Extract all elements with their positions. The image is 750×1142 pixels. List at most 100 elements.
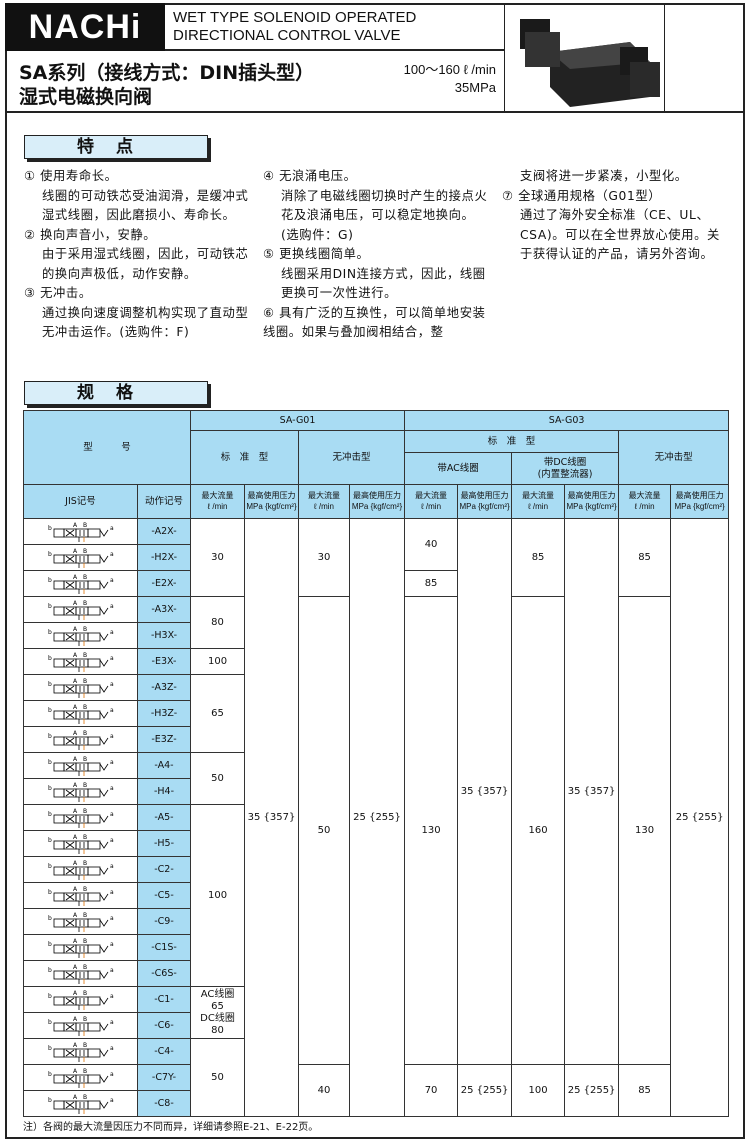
specs-heading: 规格 bbox=[24, 381, 208, 405]
table-row: b a A B -H3X- bbox=[23, 622, 729, 649]
table-row: b a A B -A2X- 30 35 {357} 30 25 {255} 40 35 {357} 8… bbox=[23, 518, 730, 1117]
max-flow-value: 40 bbox=[298, 1064, 351, 1117]
action-code: -C7Y- bbox=[136, 1064, 192, 1091]
svg-text:A: A bbox=[73, 886, 78, 893]
g03-header: SA-G03 bbox=[404, 410, 730, 431]
max-flow-value: 85 bbox=[404, 570, 459, 597]
title-en-line2: DIRECTIONAL CONTROL VALVE bbox=[173, 27, 401, 44]
jis-symbol-graphic: b a A B bbox=[48, 522, 114, 542]
svg-text:B: B bbox=[83, 912, 87, 919]
feature-5-head: ⑤ 更换线圈简单。 bbox=[263, 247, 370, 261]
max-flow-value: 130 bbox=[618, 596, 672, 1065]
g01-shockless-header: 无冲击型 bbox=[298, 430, 406, 485]
feature-6-head: ⑥ 具有广泛的互换性，可以简单地安装线圈。如果与叠加阀相结合，整 bbox=[263, 305, 486, 340]
series-title: SA系列（接线方式：DIN插头型） bbox=[19, 62, 315, 84]
max-flow-header: 最大流量 ℓ /min bbox=[190, 484, 246, 519]
svg-text:a: a bbox=[110, 889, 114, 896]
table-row: b a A B -E2X- 85 bbox=[23, 570, 729, 597]
action-code: -A3Z- bbox=[136, 674, 192, 701]
jis-symbol-graphic: b a A B bbox=[48, 600, 114, 620]
svg-text:a: a bbox=[110, 941, 114, 948]
max-flow-value: 85 bbox=[618, 518, 672, 597]
svg-text:a: a bbox=[110, 1019, 114, 1026]
features-col-1: ① 使用寿命长。 线圈的可动铁芯受油润滑，是缓冲式湿式线圈，因此磨损小、寿命长。 … bbox=[24, 167, 252, 343]
svg-text:b: b bbox=[48, 707, 52, 714]
feature-4-body: 消除了电磁线圈切换时产生的接点火花及浪涌电压，可以稳定地换向。(选购件：G) bbox=[281, 188, 488, 242]
action-code: -C5- bbox=[136, 882, 192, 909]
table-row: b a A B -C4- 50 bbox=[23, 1038, 729, 1117]
svg-text:a: a bbox=[110, 863, 114, 870]
jis-symbol-graphic: b a A B bbox=[48, 834, 114, 854]
max-flow-header: 最大流量 ℓ /min bbox=[618, 484, 672, 519]
table-row: b a A B -H2X- bbox=[23, 544, 729, 571]
svg-text:A: A bbox=[73, 964, 78, 971]
jis-symbol-graphic: b a A B bbox=[48, 626, 114, 646]
jis-symbol-graphic: b a A B bbox=[48, 1094, 114, 1114]
svg-text:b: b bbox=[48, 759, 52, 766]
svg-text:a: a bbox=[110, 525, 114, 532]
svg-text:a: a bbox=[110, 655, 114, 662]
svg-text:a: a bbox=[110, 1071, 114, 1078]
rating: 100～160 ℓ /min 35MPa bbox=[404, 61, 496, 97]
action-code: -H3Z- bbox=[136, 700, 192, 727]
feature-3-body: 通过换向速度调整机构实现了直动型无冲击运作。(选购件：F) bbox=[42, 305, 249, 340]
feature-7-body: 通过了海外安全标准（CE、UL、CSA)。可以在全世界放心使用。关于获得认证的产… bbox=[520, 208, 720, 261]
svg-text:A: A bbox=[73, 704, 78, 711]
table-row: b a A B -C1S- bbox=[23, 934, 729, 961]
max-pressure-value: 35 {357} bbox=[244, 518, 300, 1117]
svg-text:b: b bbox=[48, 1019, 52, 1026]
feature-3-head: ③ 无冲击。 bbox=[24, 286, 92, 300]
svg-text:b: b bbox=[48, 863, 52, 870]
max-flow-value: AC线圈 65 DC线圈 80 bbox=[190, 986, 246, 1039]
svg-text:a: a bbox=[110, 811, 114, 818]
svg-text:a: a bbox=[110, 629, 114, 636]
svg-text:b: b bbox=[48, 1097, 52, 1104]
max-flow-value: 100 bbox=[190, 804, 246, 987]
table-row: b a A B -H5- bbox=[23, 830, 729, 857]
svg-text:B: B bbox=[83, 808, 87, 815]
feature-2-body: 由于采用湿式线圈，因此，可动铁芯的换向声极低，动作安静。 bbox=[42, 247, 249, 281]
svg-text:B: B bbox=[83, 574, 87, 581]
jis-symbol-graphic: b a A B bbox=[48, 808, 114, 828]
max-flow-value: 80 bbox=[190, 596, 246, 649]
svg-text:A: A bbox=[73, 1094, 78, 1101]
max-flow-value: 65 bbox=[190, 674, 246, 753]
action-code: -C8- bbox=[136, 1090, 192, 1117]
dc-coil-header: 带DC线圈 (内置整流器) bbox=[511, 452, 620, 485]
svg-text:B: B bbox=[83, 704, 87, 711]
svg-text:a: a bbox=[110, 759, 114, 766]
table-row: b a A B -A3X- 80 50 130 160 130 bbox=[23, 596, 729, 1065]
jis-symbol-graphic: b a A B bbox=[48, 1016, 114, 1036]
action-code: -A4- bbox=[136, 752, 192, 779]
svg-text:A: A bbox=[73, 1042, 78, 1049]
max-pressure-header: 最高使用压力 MPa {kgf/cm²} bbox=[564, 484, 620, 519]
nachi-logo: NACHi bbox=[5, 3, 165, 51]
svg-text:B: B bbox=[83, 1016, 87, 1023]
jis-header: JIS记号 bbox=[23, 484, 138, 519]
svg-text:B: B bbox=[83, 600, 87, 607]
svg-text:a: a bbox=[110, 837, 114, 844]
max-pressure-value: 25 {255} bbox=[349, 518, 406, 1117]
max-pressure-header: 最高使用压力 MPa {kgf/cm²} bbox=[244, 484, 300, 519]
svg-text:B: B bbox=[83, 730, 87, 737]
action-code: -H4- bbox=[136, 778, 192, 805]
svg-text:B: B bbox=[83, 626, 87, 633]
svg-text:b: b bbox=[48, 1045, 52, 1052]
svg-text:b: b bbox=[48, 655, 52, 662]
svg-text:b: b bbox=[48, 889, 52, 896]
jis-symbol-graphic: b a A B bbox=[48, 912, 114, 932]
table-row: b a A B -C6- bbox=[23, 1012, 729, 1039]
max-pressure-value: 25 {255} bbox=[670, 518, 730, 1117]
svg-text:B: B bbox=[83, 964, 87, 971]
jis-symbol-graphic: b a A B bbox=[48, 860, 114, 880]
svg-text:B: B bbox=[83, 1094, 87, 1101]
table-row: b a A B -C2- bbox=[23, 856, 729, 883]
max-pressure-header: 最高使用压力 MPa {kgf/cm²} bbox=[457, 484, 513, 519]
specs-section: 型 号 SA-G01 SA-G03 标 准 型 无冲击型 标 准 型 无冲击型 … bbox=[22, 410, 730, 1134]
